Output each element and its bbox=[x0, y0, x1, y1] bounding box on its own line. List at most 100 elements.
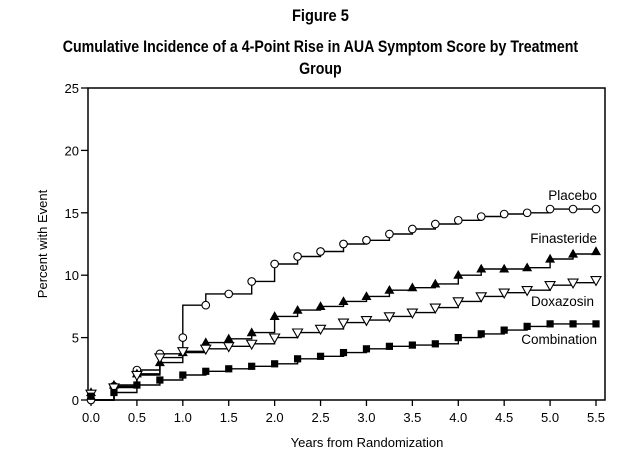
placebo-point bbox=[316, 247, 325, 256]
combination-point bbox=[179, 371, 187, 379]
finasteride-point bbox=[476, 263, 487, 273]
x-tick-label: 1.0 bbox=[174, 410, 192, 425]
placebo-point bbox=[247, 277, 257, 286]
combination-step-line bbox=[91, 323, 596, 401]
doxazosin-point bbox=[245, 339, 258, 351]
placebo-point bbox=[293, 252, 302, 261]
finasteride-point bbox=[269, 311, 280, 320]
finasteride-point bbox=[407, 282, 418, 292]
placebo-point bbox=[270, 259, 279, 269]
finasteride-point bbox=[522, 262, 533, 272]
y-tick-label: 0 bbox=[72, 393, 79, 408]
series-label-placebo: Placebo bbox=[548, 188, 597, 203]
doxazosin-point bbox=[475, 292, 488, 303]
doxazosin-point bbox=[291, 328, 304, 339]
x-tick-label: 0.5 bbox=[128, 410, 146, 425]
combination-point bbox=[362, 345, 371, 353]
doxazosin-point bbox=[383, 312, 396, 323]
doxazosin-point bbox=[268, 333, 281, 344]
chart-title: Cumulative Incidence of a 4-Point Rise i… bbox=[62, 38, 579, 78]
doxazosin-point bbox=[590, 276, 602, 287]
series-label-finasteride: Finasteride bbox=[530, 231, 597, 246]
finasteride-point bbox=[568, 248, 579, 258]
doxazosin-point bbox=[521, 286, 534, 297]
combination-point bbox=[248, 362, 256, 370]
finasteride-point bbox=[499, 263, 510, 273]
y-tick-label: 15 bbox=[65, 206, 79, 221]
placebo-point bbox=[408, 224, 417, 234]
x-tick-label: 1.5 bbox=[220, 410, 238, 425]
placebo-point bbox=[522, 208, 532, 218]
x-tick-label: 5.0 bbox=[541, 410, 559, 425]
x-tick-label: 0.0 bbox=[82, 410, 100, 425]
doxazosin-point bbox=[406, 308, 419, 319]
y-tick-label: 25 bbox=[65, 81, 79, 96]
combination-point bbox=[477, 330, 485, 338]
finasteride-point bbox=[361, 291, 372, 301]
finasteride-point bbox=[223, 333, 234, 343]
placebo-point bbox=[201, 300, 211, 310]
combination-point bbox=[339, 348, 348, 357]
combination-point bbox=[431, 340, 439, 348]
placebo-point bbox=[224, 289, 234, 299]
combination-point bbox=[569, 320, 577, 328]
combination-point bbox=[225, 365, 233, 373]
placebo-point bbox=[362, 235, 371, 245]
combination-point bbox=[156, 376, 164, 384]
combination-point bbox=[546, 320, 554, 328]
x-tick-label: 3.0 bbox=[357, 410, 375, 425]
finasteride-point bbox=[430, 278, 441, 288]
x-tick-label: 2.0 bbox=[266, 410, 284, 425]
placebo-point bbox=[545, 204, 555, 214]
combination-point bbox=[87, 392, 95, 400]
combination-point bbox=[293, 355, 302, 363]
placebo-point bbox=[339, 239, 348, 249]
doxazosin-point bbox=[429, 303, 442, 314]
placebo-point bbox=[178, 333, 188, 342]
placebo-point bbox=[499, 209, 509, 219]
finasteride-point bbox=[545, 253, 556, 263]
combination-point bbox=[110, 388, 118, 397]
combination-point bbox=[133, 381, 141, 389]
finasteride-point bbox=[591, 246, 601, 256]
doxazosin-point bbox=[452, 297, 465, 308]
finasteride-point bbox=[315, 301, 326, 310]
placebo-point bbox=[453, 215, 463, 225]
combination-point bbox=[454, 334, 462, 342]
doxazosin-point bbox=[337, 318, 350, 329]
finasteride-point bbox=[453, 270, 464, 279]
combination-point bbox=[316, 352, 325, 360]
placebo-point bbox=[385, 229, 394, 239]
combination-point bbox=[592, 320, 600, 328]
combination-point bbox=[500, 326, 508, 334]
finasteride-point bbox=[384, 284, 395, 294]
combination-point bbox=[408, 341, 416, 349]
combination-point bbox=[385, 342, 394, 350]
x-tick-label: 4.5 bbox=[495, 410, 513, 425]
finasteride-point bbox=[338, 296, 349, 306]
placebo-point bbox=[476, 212, 486, 221]
finasteride-point bbox=[292, 304, 303, 314]
x-axis-label: Years from Randomization bbox=[291, 435, 444, 450]
series-label-combination: Combination bbox=[521, 332, 597, 347]
doxazosin-point bbox=[544, 281, 557, 292]
x-tick-label: 2.5 bbox=[312, 410, 330, 425]
y-tick-label: 10 bbox=[65, 268, 79, 283]
y-tick-label: 20 bbox=[65, 143, 79, 158]
doxazosin-point bbox=[314, 324, 327, 336]
doxazosin-point bbox=[498, 288, 511, 299]
y-axis-label: Percent with Event bbox=[35, 189, 50, 298]
finasteride-point bbox=[246, 327, 257, 337]
figure-label: Figure 5 bbox=[291, 6, 349, 25]
doxazosin-point bbox=[567, 278, 579, 290]
combination-point bbox=[271, 360, 279, 368]
x-tick-label: 3.5 bbox=[403, 410, 421, 425]
x-tick-label: 4.0 bbox=[449, 410, 467, 425]
series-label-doxazosin: Doxazosin bbox=[531, 294, 594, 309]
combination-point bbox=[202, 367, 210, 375]
y-tick-label: 5 bbox=[72, 331, 79, 346]
placebo-point bbox=[591, 204, 601, 214]
doxazosin-point bbox=[153, 353, 166, 364]
finasteride-point bbox=[200, 337, 211, 347]
